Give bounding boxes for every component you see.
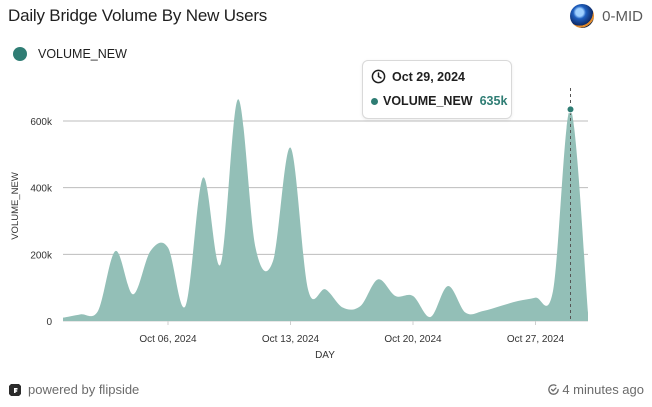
tooltip-value-row: VOLUME_NEW 635k xyxy=(371,94,507,108)
data-point[interactable] xyxy=(285,142,297,154)
data-point[interactable] xyxy=(250,242,262,254)
data-point[interactable] xyxy=(302,283,314,295)
data-point[interactable] xyxy=(477,305,489,317)
data-point[interactable] xyxy=(390,290,402,302)
author-badge[interactable]: 0-MID xyxy=(570,4,643,28)
data-point[interactable] xyxy=(407,290,419,302)
powered-by-text[interactable]: powered by flipside xyxy=(28,382,140,397)
data-point[interactable] xyxy=(337,302,349,314)
data-point[interactable] xyxy=(110,245,122,257)
avatar[interactable] xyxy=(570,4,595,28)
data-point[interactable] xyxy=(180,300,192,312)
data-point[interactable] xyxy=(215,258,227,270)
legend[interactable]: VOLUME_NEW xyxy=(13,47,127,61)
data-point[interactable] xyxy=(530,292,542,304)
x-tick-label: Oct 06, 2024 xyxy=(139,334,197,345)
data-point[interactable] xyxy=(57,312,69,324)
data-point[interactable] xyxy=(75,308,87,320)
chart-title: Daily Bridge Volume By New Users xyxy=(8,6,268,25)
series-area-fill[interactable] xyxy=(63,99,588,322)
data-point[interactable] xyxy=(460,307,472,319)
data-point[interactable] xyxy=(495,300,507,312)
data-point[interactable] xyxy=(355,300,367,312)
data-point[interactable] xyxy=(145,245,157,257)
data-point[interactable] xyxy=(197,172,209,184)
y-tick-label: 400k xyxy=(30,184,53,195)
x-tick-label: Oct 20, 2024 xyxy=(384,334,442,345)
tooltip-date: Oct 29, 2024 xyxy=(392,69,465,84)
author-name[interactable]: 0-MID xyxy=(602,7,643,25)
x-tick-label: Oct 27, 2024 xyxy=(507,334,565,345)
data-point[interactable] xyxy=(442,280,454,292)
x-axis-ticks: Oct 06, 2024 Oct 13, 2024 Oct 20, 2024 Oct … xyxy=(139,321,565,345)
tooltip-series-name: VOLUME_NEW xyxy=(383,94,473,108)
data-point[interactable] xyxy=(267,255,279,267)
data-point[interactable] xyxy=(232,93,244,105)
data-point[interactable] xyxy=(425,311,437,323)
y-tick-label: 200k xyxy=(30,250,53,261)
x-axis-label: DAY xyxy=(315,350,335,361)
data-point[interactable] xyxy=(127,288,139,300)
powered-by[interactable]: powered by flipside xyxy=(8,382,139,397)
tooltip-value: 635k xyxy=(479,94,508,108)
flipside-logo-icon xyxy=(9,383,21,396)
legend-swatch[interactable] xyxy=(13,47,27,61)
series-area xyxy=(57,93,594,324)
data-point[interactable] xyxy=(92,305,104,317)
highlight-point[interactable] xyxy=(566,105,575,114)
data-point[interactable] xyxy=(372,273,384,285)
tooltip-series-dot xyxy=(371,97,378,105)
data-point[interactable] xyxy=(582,307,594,319)
y-axis-label: VOLUME_NEW xyxy=(10,172,21,240)
hover-marker xyxy=(566,88,575,321)
last-updated: 4 minutes ago xyxy=(547,382,644,397)
y-tick-label: 600k xyxy=(30,117,53,128)
chart-tooltip: Oct 29, 2024 VOLUME_NEW 635k xyxy=(362,60,512,119)
data-point[interactable] xyxy=(512,295,524,307)
data-point[interactable] xyxy=(547,285,559,297)
tooltip-date-row: Oct 29, 2024 xyxy=(371,69,465,84)
legend-label[interactable]: VOLUME_NEW xyxy=(38,47,127,61)
data-point[interactable] xyxy=(320,283,332,295)
clock-icon xyxy=(371,69,386,84)
data-point[interactable] xyxy=(162,242,174,254)
x-tick-label: Oct 13, 2024 xyxy=(262,334,320,345)
refresh-check-icon xyxy=(548,384,560,395)
y-axis-ticks: 0 200k 400k 600k xyxy=(30,117,53,328)
y-tick-label: 0 xyxy=(46,317,52,328)
last-updated-text: 4 minutes ago xyxy=(562,382,644,397)
